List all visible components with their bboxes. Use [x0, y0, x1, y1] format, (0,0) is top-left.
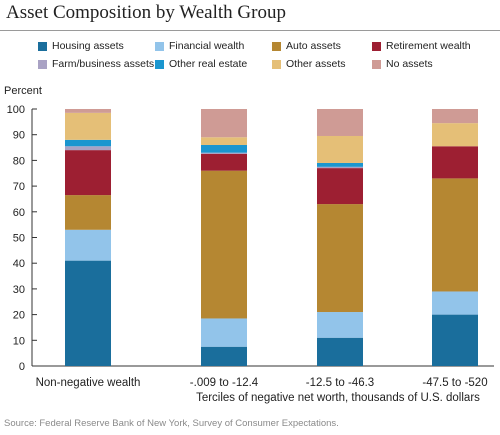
legend-item: Financial wealth [155, 40, 272, 52]
x-axis-label: Terciles of negative net worth, thousand… [196, 392, 480, 404]
bar-segment [65, 146, 111, 151]
legend-item: Other real estate [155, 58, 272, 70]
x-tick-label: -47.5 to -520 [422, 377, 487, 389]
legend-label: Retirement wealth [386, 40, 471, 52]
y-tick-label: 40 [13, 258, 25, 270]
bar-segment [65, 195, 111, 230]
legend-swatch [372, 59, 381, 69]
y-tick-label: 80 [13, 155, 25, 167]
x-tick-label: Non-negative wealth [36, 377, 141, 389]
legend-item: Farm/business assets [38, 58, 155, 70]
legend-item: No assets [372, 58, 492, 70]
bar-segment [432, 178, 478, 292]
chart-svg: Percent 0 10 20 30 40 50 60 70 80 90 100 Non-negativ… [4, 85, 494, 404]
y-axis-label: Percent [4, 85, 42, 97]
y-tick-label: 30 [13, 284, 25, 296]
bar-segment [432, 314, 478, 366]
bar-segment [432, 146, 478, 179]
legend-label: Other real estate [169, 58, 248, 70]
legend-swatch [272, 41, 281, 51]
legend-label: Financial wealth [169, 40, 245, 52]
bar-segment [432, 291, 478, 315]
x-tick-label: -.009 to -12.4 [190, 377, 259, 389]
bar-segment [317, 204, 363, 313]
y-tick-label: 0 [19, 361, 25, 373]
bar-segment [65, 229, 111, 261]
bar-segment [317, 337, 363, 366]
legend-swatch [38, 59, 47, 69]
legend-label: No assets [386, 58, 433, 70]
bar-segment [317, 168, 363, 205]
y-tick-label: 60 [13, 207, 25, 219]
y-tick-label: 70 [13, 181, 25, 193]
bar-segment [432, 123, 478, 147]
y-tick-label: 20 [13, 310, 25, 322]
bar-segment [201, 318, 247, 347]
bar-segment [201, 144, 247, 153]
x-tick-label: -12.5 to -46.3 [306, 377, 374, 389]
legend-label: Housing assets [52, 40, 124, 52]
chart-legend: Housing assets Financial wealth Auto asset… [38, 40, 498, 70]
legend-item: Auto assets [272, 40, 372, 52]
bar-segment [201, 153, 247, 171]
legend-swatch [155, 59, 164, 69]
bar-segment [65, 112, 111, 140]
chart-title: Asset Composition by Wealth Group [6, 2, 286, 23]
y-tick-label: 50 [13, 233, 25, 245]
legend-swatch [38, 41, 47, 51]
source-note: Source: Federal Reserve Bank of New York… [4, 418, 339, 429]
bar-segment [201, 170, 247, 319]
bar-segment [65, 260, 111, 366]
bar-segment [317, 162, 363, 167]
bar-segment [317, 166, 363, 169]
title-divider [0, 30, 500, 31]
bar-segment [201, 109, 247, 138]
y-tick-label: 100 [7, 104, 25, 116]
legend-label: Farm/business assets [52, 58, 155, 70]
y-tick-label: 90 [13, 130, 25, 142]
bar-segment [65, 109, 111, 113]
bar-segment [201, 152, 247, 154]
y-tick-label: 10 [13, 335, 25, 347]
bar-segment [201, 137, 247, 145]
bar-segment [317, 312, 363, 338]
legend-swatch [272, 59, 281, 69]
bar-segment [65, 139, 111, 147]
legend-label: Auto assets [286, 40, 341, 52]
legend-item: Retirement wealth [372, 40, 492, 52]
legend-label: Other assets [286, 58, 346, 70]
bar-segment [201, 346, 247, 366]
bar-segment [65, 150, 111, 196]
legend-item: Other assets [272, 58, 372, 70]
legend-swatch [372, 41, 381, 51]
bar-segment [432, 109, 478, 124]
bar-segment [317, 109, 363, 136]
legend-item: Housing assets [38, 40, 155, 52]
bar-segment [317, 135, 363, 163]
legend-swatch [155, 41, 164, 51]
